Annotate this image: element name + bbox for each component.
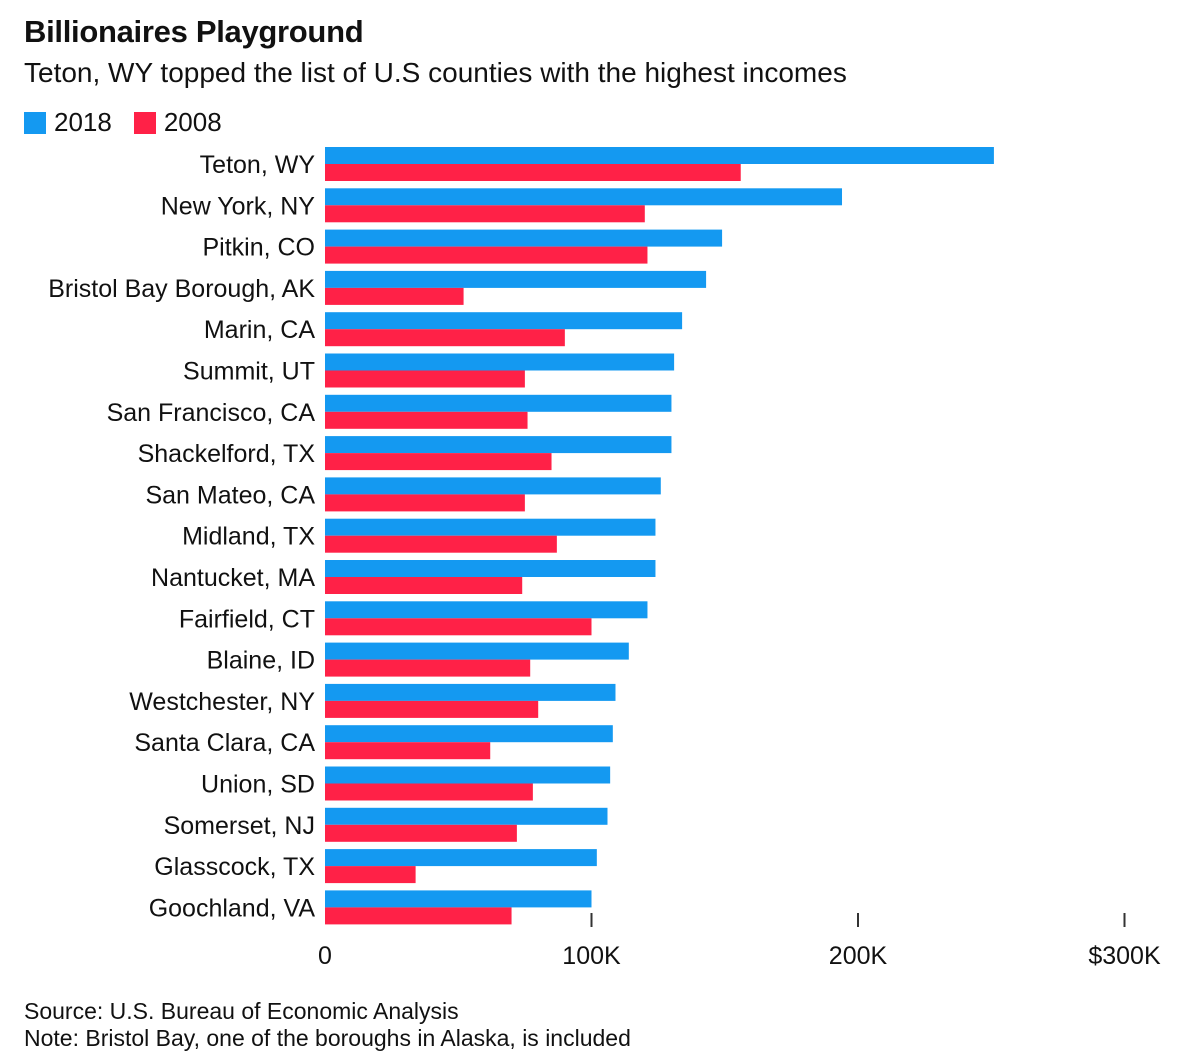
x-tick-label: 200K xyxy=(829,942,888,970)
legend-swatch-2018 xyxy=(24,111,46,134)
bar-goochland-va-2008 xyxy=(325,907,512,925)
chart-subtitle: Teton, WY topped the list of U.S countie… xyxy=(24,57,847,88)
bar-santa-clara-ca-2018 xyxy=(325,725,613,743)
category-label: Bristol Bay Borough, AK xyxy=(48,275,315,303)
chart-title: Billionaires Playground xyxy=(24,14,364,49)
bar-new-york-ny-2008 xyxy=(325,205,645,223)
x-tick-label: 0 xyxy=(318,942,332,970)
bar-somerset-nj-2008 xyxy=(325,824,517,842)
bar-shackelford-tx-2018 xyxy=(325,436,672,454)
category-label: Glasscock, TX xyxy=(154,853,315,881)
bar-somerset-nj-2018 xyxy=(325,807,608,825)
category-label: Teton, WY xyxy=(200,151,316,179)
category-label: Union, SD xyxy=(201,771,315,799)
category-label: Westchester, NY xyxy=(129,688,315,716)
category-label: San Francisco, CA xyxy=(107,399,316,427)
legend-label-2008: 2008 xyxy=(163,107,222,137)
category-labels: Teton, WY New York, NY Pitkin, CO Bristol B… xyxy=(48,151,315,922)
legend-item-2018: 2018 xyxy=(24,107,112,138)
bar-nantucket-ma-2018 xyxy=(325,560,656,577)
category-label: Somerset, NJ xyxy=(164,812,315,840)
bar-new-york-ny-2018 xyxy=(325,188,843,206)
category-label: Fairfield, CT xyxy=(179,605,315,633)
bar-summit-ut-2008 xyxy=(325,370,525,388)
category-label: Nantucket, MA xyxy=(151,564,315,592)
legend-item-2008: 2008 xyxy=(133,107,222,138)
bar-san-francisco-ca-2008 xyxy=(325,411,528,429)
category-label: Shackelford, TX xyxy=(138,440,316,468)
x-axis-ticks: 0 100K 200K $300K xyxy=(318,913,1161,970)
bar-shackelford-tx-2008 xyxy=(325,453,552,471)
bar-westchester-ny-2008 xyxy=(325,700,539,718)
footnote: Note: Bristol Bay, one of the boroughs i… xyxy=(24,1025,631,1051)
category-label: Marin, CA xyxy=(204,316,315,344)
x-tick-label: 100K xyxy=(562,942,621,970)
bar-summit-ut-2018 xyxy=(325,353,675,371)
bar-fairfield-ct-2008 xyxy=(325,618,592,636)
bars-group xyxy=(325,147,994,925)
bar-blaine-id-2018 xyxy=(325,642,629,660)
legend-swatch-2008 xyxy=(133,111,156,134)
bar-teton-wy-2018 xyxy=(325,147,994,164)
bar-san-mateo-ca-2008 xyxy=(325,494,525,512)
bar-san-mateo-ca-2018 xyxy=(325,477,661,495)
bar-blaine-id-2008 xyxy=(325,659,531,677)
bar-bristol-bay-borough-ak-2008 xyxy=(325,287,464,305)
bar-teton-wy-2008 xyxy=(325,164,741,181)
bar-pitkin-co-2008 xyxy=(325,246,648,264)
legend-label-2018: 2018 xyxy=(54,107,112,137)
bar-union-sd-2018 xyxy=(325,766,611,784)
bar-fairfield-ct-2018 xyxy=(325,601,648,619)
bar-santa-clara-ca-2008 xyxy=(325,742,491,760)
source-note: Source: U.S. Bureau of Economic Analysis xyxy=(24,998,459,1024)
bar-nantucket-ma-2008 xyxy=(325,577,523,594)
bar-midland-tx-2018 xyxy=(325,518,656,536)
bar-marin-ca-2018 xyxy=(325,312,683,330)
category-label: Santa Clara, CA xyxy=(134,729,315,757)
category-label: Blaine, ID xyxy=(207,647,315,675)
bar-goochland-va-2018 xyxy=(325,890,592,908)
bar-union-sd-2008 xyxy=(325,783,533,801)
bar-bristol-bay-borough-ak-2018 xyxy=(325,270,707,288)
bar-san-francisco-ca-2018 xyxy=(325,394,672,412)
category-label: Summit, UT xyxy=(183,358,315,386)
bar-midland-tx-2008 xyxy=(325,535,557,553)
category-label: Midland, TX xyxy=(182,523,315,551)
bar-pitkin-co-2018 xyxy=(325,229,723,247)
legend: 2018 2008 xyxy=(24,107,244,138)
category-label: San Mateo, CA xyxy=(145,481,315,509)
x-tick-label: $300K xyxy=(1088,942,1161,970)
category-label: New York, NY xyxy=(161,192,316,220)
bar-glasscock-tx-2018 xyxy=(325,849,597,867)
bar-chart: Teton, WY New York, NY Pitkin, CO Bristol B… xyxy=(48,147,1161,970)
category-label: Pitkin, CO xyxy=(202,234,315,262)
bar-marin-ca-2008 xyxy=(325,329,565,347)
bar-westchester-ny-2018 xyxy=(325,683,616,701)
category-label: Goochland, VA xyxy=(149,894,316,922)
bar-glasscock-tx-2008 xyxy=(325,866,416,884)
